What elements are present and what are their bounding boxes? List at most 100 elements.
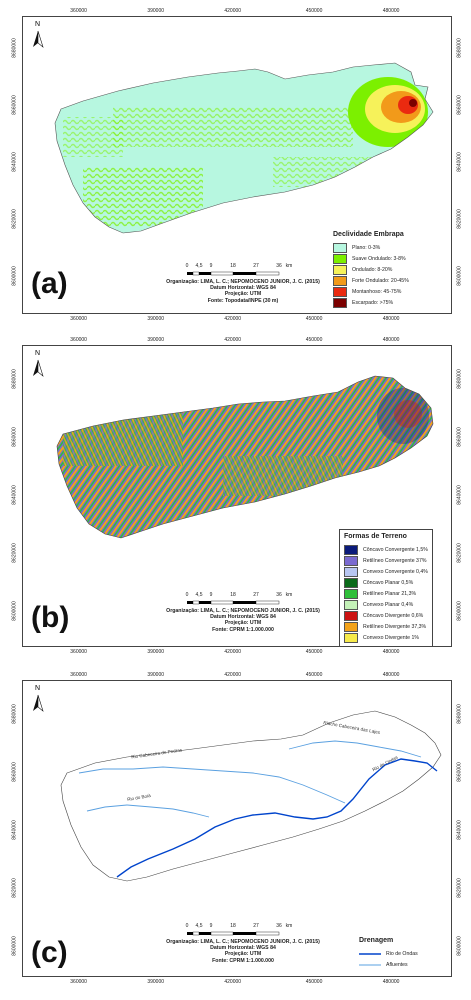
credit-line: Datum Horizontal: WGS 84 <box>210 614 276 621</box>
credit-line: Fonte: CPRM 1:1.000.000 <box>212 957 274 964</box>
legend-item: Suave Ondulado: 3-8% <box>333 253 409 264</box>
y-tick: 8620000 <box>11 209 18 229</box>
x-tick: 450000 <box>305 672 323 678</box>
tributary-cabeceira-lajes <box>288 740 422 758</box>
legend-swatch <box>333 286 347 297</box>
panel-label: (c) <box>31 936 68 969</box>
legend-label: Convexo Divergente 1% <box>363 634 419 641</box>
legend-item: Côncavo Planar 0,5% <box>344 577 428 588</box>
north-label: N <box>35 685 41 692</box>
x-tick: 420000 <box>224 316 242 322</box>
legend-item: Côncavo Divergente 0,6% <box>344 610 428 621</box>
scale-tick: 0 <box>185 263 189 269</box>
x-tick: 420000 <box>224 979 242 985</box>
x-tick: 390000 <box>147 979 165 985</box>
landform-map <box>56 375 434 539</box>
y-tick: 8640000 <box>456 485 463 505</box>
legend-item: Retilíneo Planar 21,3% <box>344 588 428 599</box>
panel-label: (b) <box>31 601 70 634</box>
x-tick: 390000 <box>147 8 165 14</box>
y-tick: 8640000 <box>11 152 18 172</box>
scale-bar: 0 4,5 9 18 27 36 km <box>181 592 292 614</box>
x-tick: 480000 <box>382 316 400 322</box>
x-tick: 360000 <box>70 979 87 985</box>
x-tick: 450000 <box>305 337 323 343</box>
scale-tick: 27 <box>253 263 259 269</box>
legend-label: Côncavo Planar 0,5% <box>363 579 414 586</box>
scale-tick: 18 <box>230 263 236 269</box>
legend-title: Declividade Embrapa <box>333 231 404 238</box>
y-tick: 8620000 <box>456 543 463 563</box>
y-tick: 8660000 <box>11 95 18 115</box>
legend-swatch <box>344 555 358 566</box>
scale-tick: 36 <box>276 263 282 269</box>
scale-bar-graphic <box>187 271 280 276</box>
scale-tick: 27 <box>253 923 259 929</box>
scale-tick: 4,5 <box>195 263 203 269</box>
legend-swatch <box>333 253 347 264</box>
north-label: N <box>35 350 41 357</box>
legend-label: Côncavo Divergente 0,6% <box>363 612 424 619</box>
drainage-map <box>60 710 442 882</box>
y-tick: 8680000 <box>456 38 463 58</box>
scale-bar: 0 4,5 9 18 27 36 km <box>181 263 293 285</box>
x-tick: 420000 <box>224 337 242 343</box>
x-tick: 480000 <box>382 8 400 14</box>
y-tick: 8660000 <box>456 762 463 782</box>
basin-outline <box>60 710 442 882</box>
legend-label: Suave Ondulado: 3-8% <box>352 255 406 262</box>
y-tick: 8640000 <box>11 485 18 505</box>
landform-legend: Formas de Terreno Côncavo Convergente 1,… <box>339 529 433 647</box>
legend-item: Rio de Ondas <box>359 948 418 959</box>
y-tick: 8680000 <box>11 369 18 389</box>
y-tick: 8660000 <box>11 762 18 782</box>
credit-line: Fonte: CPRM 1:1.000.000 <box>212 626 274 633</box>
x-tick: 390000 <box>147 316 165 322</box>
legend-label: Retilíneo Divergente 37,3% <box>363 623 427 630</box>
x-tick: 420000 <box>224 649 242 655</box>
x-tick: 390000 <box>147 672 165 678</box>
scale-bar-graphic <box>187 600 280 605</box>
y-tick: 8660000 <box>11 427 18 447</box>
y-tick: 8640000 <box>11 820 18 840</box>
legend-label: Retilíneo Planar 21,3% <box>363 590 417 597</box>
drainage-legend: Drenagem Rio de Ondas Afluentes <box>359 937 418 970</box>
scale-tick: 36 <box>276 923 282 929</box>
legend-swatch <box>344 544 358 555</box>
tributary-boia <box>86 804 210 818</box>
x-tick: 480000 <box>382 672 400 678</box>
legend-swatch <box>333 297 347 308</box>
legend-item: Escarpado: >75% <box>333 297 409 308</box>
scale-tick: 9 <box>209 923 213 929</box>
y-tick: 8620000 <box>11 878 18 898</box>
y-tick: 8680000 <box>456 704 463 724</box>
map-panel-a: 360000 390000 420000 450000 480000 36000… <box>12 8 463 322</box>
legend-item: Plano: 0-3% <box>333 242 409 253</box>
credits-block: Organização: LIMA, L. C.; NEPOMOCENO JUN… <box>143 608 343 633</box>
credits-block: Organização: LIMA, L. C.; NEPOMOCENO JUN… <box>143 279 343 304</box>
north-label: N <box>35 21 41 28</box>
x-tick: 480000 <box>382 649 400 655</box>
y-tick: 8600000 <box>456 601 463 621</box>
legend-swatch <box>344 610 358 621</box>
x-tick: 450000 <box>305 8 323 14</box>
scale-tick: 0 <box>185 592 189 598</box>
scale-tick: 9 <box>209 592 213 598</box>
credit-line: Projeção: UTM <box>224 951 262 958</box>
legend-swatch <box>344 566 358 577</box>
x-tick: 420000 <box>224 8 242 14</box>
x-tick: 390000 <box>147 337 165 343</box>
map-panel-c: 360000 390000 420000 450000 480000 36000… <box>12 672 463 985</box>
y-tick: 8660000 <box>456 427 463 447</box>
legend-label: Montanhoso: 45-75% <box>352 288 402 295</box>
legend-item: Retilíneo Convergente 37% <box>344 555 428 566</box>
x-tick: 360000 <box>70 316 87 322</box>
legend-item: Retilíneo Divergente 37,3% <box>344 621 428 632</box>
y-tick: 8640000 <box>456 820 463 840</box>
credit-line: Organização: LIMA, L. C.; NEPOMOCENO JUN… <box>166 608 320 614</box>
scale-unit: km <box>285 263 293 269</box>
x-tick: 420000 <box>224 672 242 678</box>
credits-block: Organização: LIMA, L. C.; NEPOMOCENO JUN… <box>143 939 343 964</box>
legend-line-swatch <box>359 964 381 965</box>
x-tick: 450000 <box>305 649 323 655</box>
